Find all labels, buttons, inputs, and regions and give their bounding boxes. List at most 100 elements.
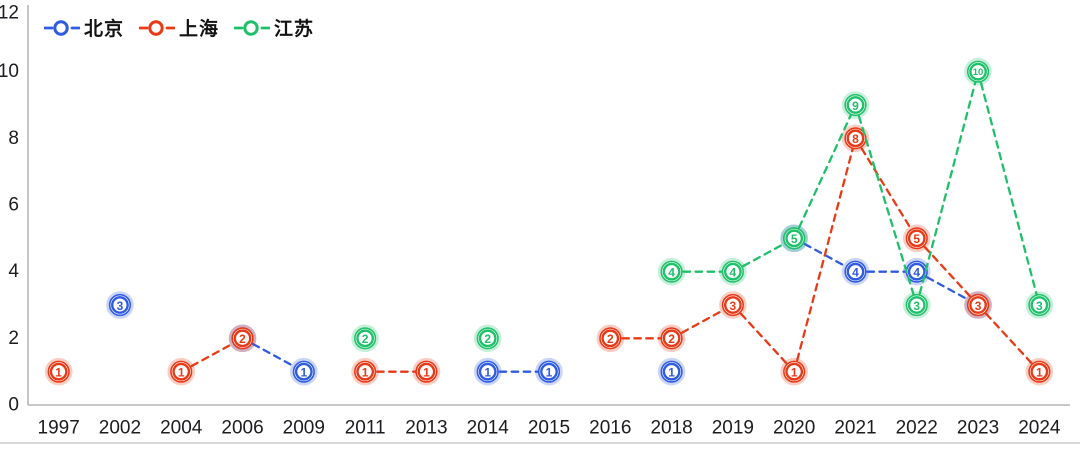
marker-inner-ring [662, 362, 681, 381]
marker-inner-ring [907, 229, 926, 248]
marker-inner-ring [540, 362, 558, 381]
data-point[interactable]: 10 [964, 57, 992, 86]
data-point[interactable]: 1 [657, 357, 686, 386]
data-point[interactable]: 1 [167, 357, 196, 386]
series-marker-icon [234, 19, 271, 36]
legend-label: 上海 [179, 19, 220, 40]
line-segment [854, 137, 918, 240]
data-point[interactable]: 4 [902, 257, 931, 286]
marker-halo [841, 91, 870, 119]
marker-inner-ring [846, 129, 865, 148]
data-point[interactable]: 3 [719, 291, 747, 319]
marker-halo [351, 357, 379, 386]
series-marker-icon [139, 19, 176, 36]
series-江苏: 2 2 4 4 5 9 3 10 3 [351, 57, 1054, 353]
marker-halo [719, 291, 747, 319]
x-axis-label: 2018 [650, 418, 692, 439]
marker-inner-ring [417, 362, 436, 381]
data-point[interactable]: 5 [780, 224, 808, 253]
data-point[interactable]: 2 [351, 324, 379, 353]
marker-inner-ring [969, 62, 987, 81]
line-segment [731, 237, 796, 273]
marker-inner-ring [662, 329, 681, 348]
marker-inner-ring [601, 329, 620, 348]
x-axis-label: 2004 [160, 418, 203, 439]
data-point-label: 10 [973, 67, 984, 78]
legend: 北京 上海 江苏 [44, 14, 314, 41]
legend-item-shanghai[interactable]: 上海 [139, 14, 219, 41]
line-segment [976, 70, 1041, 307]
x-axis-label: 2023 [957, 418, 999, 439]
data-point[interactable]: 3 [964, 291, 992, 319]
data-point[interactable]: 1 [351, 357, 379, 386]
marker-inner-ring [785, 229, 804, 248]
data-point[interactable]: 1 [290, 357, 318, 386]
line-segment [915, 70, 980, 307]
marker-halo [1025, 357, 1054, 386]
data-point-label: 1 [423, 365, 430, 379]
data-point[interactable]: 1 [473, 357, 502, 386]
line-segment [793, 103, 857, 240]
data-point[interactable]: 3 [902, 291, 931, 319]
marker-inner-ring [233, 329, 252, 348]
marker-halo [44, 357, 73, 386]
marker-halo [902, 291, 931, 319]
x-axis-label: 2013 [405, 418, 447, 439]
data-point[interactable]: 3 [1025, 291, 1054, 319]
marker-halo [228, 324, 257, 353]
line-chart: 0 2 4 6 8 10 12 1997 2002 2004 2006 2009 2011 2013 201… [0, 3, 1070, 439]
data-point[interactable]: 3 [106, 291, 134, 319]
data-point-label: 4 [668, 265, 675, 279]
data-point-label: 2 [239, 332, 246, 346]
marker-halo [902, 257, 931, 286]
line-segment [180, 337, 244, 373]
data-point[interactable]: 1 [535, 357, 563, 386]
marker-inner-ring [723, 262, 742, 281]
data-point-label: 3 [975, 299, 982, 313]
line-segment [976, 303, 1041, 373]
marker-halo [657, 257, 686, 286]
data-point[interactable]: 9 [841, 91, 870, 119]
legend-label: 北京 [84, 19, 125, 40]
data-point[interactable]: 4 [719, 257, 747, 286]
data-point[interactable]: 4 [657, 257, 686, 286]
line-segment [915, 270, 980, 307]
marker-halo [841, 257, 870, 286]
marker-halo [106, 291, 134, 319]
data-point[interactable]: 2 [657, 324, 686, 353]
data-point[interactable]: 2 [473, 324, 502, 353]
x-axis-label: 2021 [834, 418, 876, 439]
data-point-label: 4 [730, 265, 737, 279]
marker-inner-ring [356, 362, 375, 381]
data-point[interactable]: 1 [412, 357, 441, 386]
data-point[interactable]: 1 [780, 357, 808, 386]
x-axis-label: 2019 [712, 418, 754, 439]
x-axis-label: 1997 [38, 418, 80, 439]
data-point[interactable]: 2 [228, 324, 257, 353]
marker-halo [351, 324, 379, 353]
x-axis-label: 2006 [221, 418, 263, 439]
marker-inner-ring [1030, 362, 1049, 381]
data-point[interactable]: 2 [596, 324, 625, 353]
data-point-label: 4 [913, 265, 920, 279]
marker-inner-ring [723, 296, 742, 314]
data-point-label: 3 [730, 299, 737, 313]
data-point[interactable]: 1 [44, 357, 73, 386]
marker-halo [964, 291, 992, 319]
data-point[interactable]: 4 [841, 257, 870, 286]
legend-item-jiangsu[interactable]: 江苏 [234, 14, 314, 41]
bottom-divider [0, 442, 1080, 444]
data-point[interactable]: 1 [1025, 357, 1054, 386]
y-axis-label: 4 [8, 261, 19, 282]
marker-halo [657, 324, 686, 353]
data-point[interactable]: 5 [902, 224, 931, 253]
data-point-label: 2 [484, 332, 491, 346]
marker-halo [412, 357, 441, 386]
data-point-label: 3 [913, 299, 920, 313]
data-point-label: 5 [791, 232, 798, 246]
legend-item-beijing[interactable]: 北京 [44, 14, 124, 41]
data-point-label: 1 [362, 365, 369, 379]
y-axis-label: 6 [8, 195, 19, 216]
marker-inner-ring [846, 96, 865, 114]
